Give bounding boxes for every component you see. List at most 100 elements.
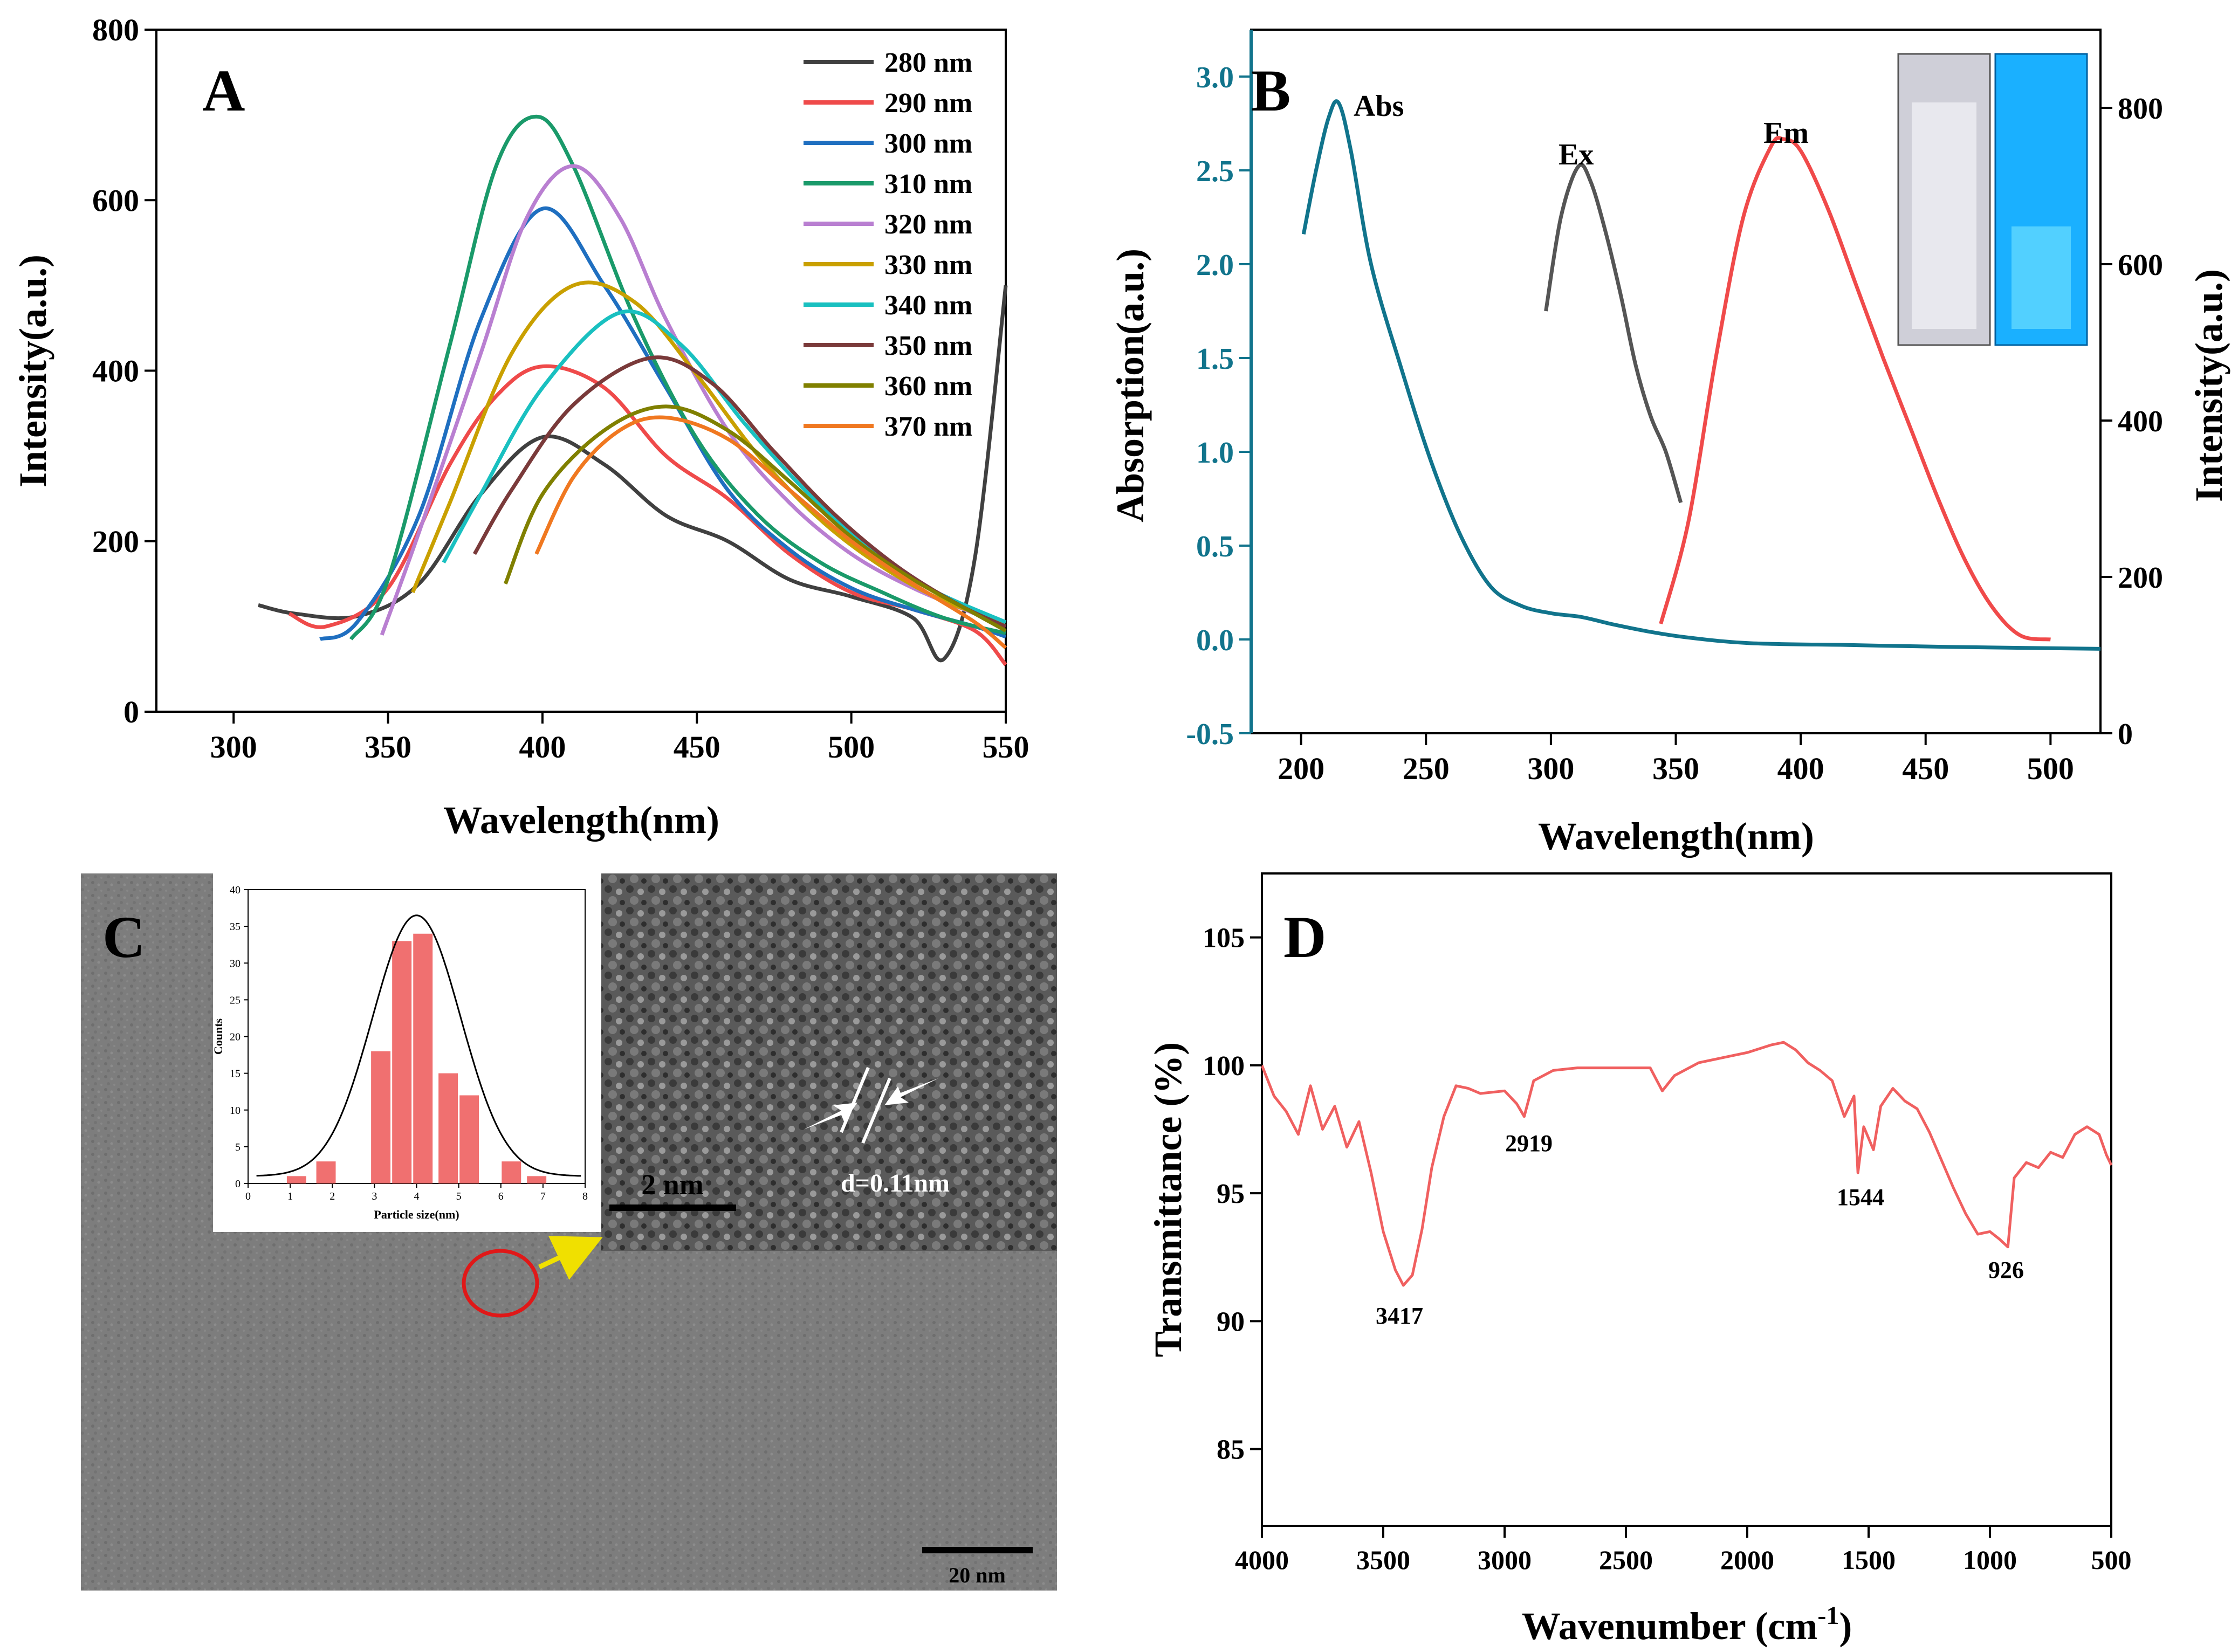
panel-a-series-4: [380, 164, 1007, 636]
histogram-bar: [286, 1176, 306, 1183]
panel-a-y-ticks: 0 200 400 600 800: [92, 12, 156, 729]
panel-d-x-tick-label: 2000: [1720, 1545, 1774, 1575]
panel-d-annot-926: 926: [1988, 1257, 2024, 1283]
panel-a-series-0: [258, 285, 1008, 663]
panel-d-frame: [1261, 872, 2112, 1527]
panel-a: 300 350 400 450 500 550 0 200 400 600 800 A Wavel…: [11, 12, 1029, 842]
panel-c-label: C: [102, 904, 145, 970]
panel-b-x-ticks: 200 250 300 350 400 450 500: [1278, 733, 2074, 786]
panel-d-series-ftir: [1260, 1041, 2113, 1287]
panel-a-y-tick-label: 200: [92, 524, 139, 559]
cuvette-photos: [1897, 53, 2088, 346]
cuvette-daylight-liquid: [1912, 102, 1976, 329]
histogram-x-tick-label: 3: [372, 1190, 377, 1202]
histogram-bar: [438, 1073, 458, 1183]
panel-a-x-tick-label: 450: [674, 729, 720, 765]
panel-d-x-tick-label: 1500: [1842, 1545, 1896, 1575]
panel-a-x-tick-label: 400: [519, 729, 566, 765]
panel-a-series-2: [319, 206, 1007, 641]
panel-b-y-left-tick-label: 0.0: [1196, 624, 1234, 657]
panel-d-y-tick-label: 105: [1203, 923, 1245, 954]
panel-a-legend-label-2: 300 nm: [884, 128, 972, 159]
panel-a-curves: [258, 114, 1008, 666]
panel-b-x-tick-label: 250: [1403, 751, 1450, 786]
panel-a-legend-label-5: 330 nm: [884, 250, 972, 280]
panel-a-legend-label-0: 280 nm: [884, 47, 972, 78]
panel-d-y-tick-label: 85: [1217, 1435, 1245, 1465]
panel-b-label: B: [1251, 58, 1290, 123]
d-spacing-label: d=0.11nm: [841, 1169, 950, 1197]
panel-a-x-tick-label: 350: [365, 729, 411, 765]
panel-a-y-tick-label: 400: [92, 354, 139, 389]
panel-a-x-label: Wavelength(nm): [443, 799, 719, 842]
histogram-fit-curve: [256, 914, 581, 1177]
panel-a-series-3: [349, 114, 1006, 641]
panel-d: 4000 3500 3000 2500 2000 1500 1000 500 85 90 95 10…: [1147, 872, 2132, 1648]
panel-b-y-left-tick-label: 2.0: [1196, 249, 1234, 282]
panel-d-x-label: Wavenumber (cm-1): [1522, 1601, 1852, 1648]
panel-d-x-tick-label: 500: [2091, 1545, 2132, 1575]
panel-a-legend-label-6: 340 nm: [884, 290, 972, 321]
histogram-bar: [459, 1095, 479, 1183]
panel-a-series-8: [503, 404, 1007, 632]
highlight-circle: [462, 1249, 539, 1318]
histogram-bar: [502, 1161, 521, 1183]
panel-a-x-tick-label: 500: [828, 729, 875, 765]
histogram-x-tick-label: 1: [287, 1190, 293, 1202]
panel-b-x-tick-label: 200: [1278, 751, 1324, 786]
panel-b-series-abs: [1301, 99, 2101, 651]
panel-b-y-left-tick-label: 2.5: [1196, 155, 1234, 188]
histogram-y-label: Counts: [211, 1018, 225, 1055]
panel-b-x-tick-label: 300: [1527, 751, 1574, 786]
panel-a-legend-label-4: 320 nm: [884, 209, 972, 240]
panel-a-y-tick-label: 800: [92, 12, 139, 47]
histogram-y-tick-label: 5: [235, 1141, 241, 1153]
histogram-x-tick-label: 0: [245, 1190, 251, 1202]
histogram: 0 1 2 3 4 5 6 7 8 0 5 10 15 20 25 30 35 40 Particle size(n…: [211, 884, 588, 1221]
panel-b-y-right-tick-label: 200: [2118, 561, 2163, 595]
panel-d-annot-3417: 3417: [1376, 1303, 1423, 1329]
histogram-x-tick-label: 8: [582, 1190, 588, 1202]
panel-d-x-tick-label: 3500: [1356, 1545, 1410, 1575]
panel-b-y-right-label: Intensity(a.u.): [2187, 269, 2230, 502]
lattice-line-1: [840, 1066, 870, 1133]
panel-d-annot-1544: 1544: [1837, 1184, 1884, 1210]
panel-b-x-tick-label: 400: [1777, 751, 1824, 786]
panel-a-y-tick-label: 0: [123, 694, 139, 729]
histogram-x-tick-label: 2: [329, 1190, 335, 1202]
lattice-line-2: [861, 1077, 891, 1144]
histogram-x-tick-label: 5: [456, 1190, 462, 1202]
panel-c: 0 1 2 3 4 5 6 7 8 0 5 10 15 20 25 30 35 40 Particle size(n…: [81, 873, 1057, 1591]
highlight-arrow: [538, 1236, 603, 1280]
histogram-x-tick-label: 7: [540, 1190, 546, 1202]
panel-a-legend-label-8: 360 nm: [884, 371, 972, 402]
panel-b-annot-ex: Ex: [1559, 138, 1594, 171]
panel-a-legend-label-1: 290 nm: [884, 88, 972, 119]
panel-b-y-right-tick-label: 0: [2118, 718, 2133, 751]
panel-b-y-left-tick-label: 1.5: [1196, 342, 1234, 376]
tem-scale-label: 20 nm: [949, 1563, 1006, 1587]
panel-a-legend-label-7: 350 nm: [884, 331, 972, 361]
panel-b-x-tick-label: 450: [1902, 751, 1949, 786]
panel-d-x-tick-label: 4000: [1235, 1545, 1289, 1575]
panel-d-x-tick-label: 3000: [1478, 1545, 1532, 1575]
panel-d-x-tick-label: 1000: [1963, 1545, 2017, 1575]
panel-a-series-5: [411, 280, 1007, 624]
panel-d-annot-2919: 2919: [1505, 1130, 1553, 1157]
panel-a-frame: [155, 29, 1007, 713]
panel-a-x-tick-label: 550: [983, 729, 1029, 765]
tem-hr-inset: [601, 873, 1057, 1251]
cuvette-uv-glow: [2012, 226, 2071, 329]
panel-b-y-left-label: Absorption(a.u.): [1109, 249, 1152, 522]
histogram-y-tick-label: 30: [230, 958, 241, 969]
panel-b-curves: [1301, 99, 2101, 651]
histogram-bar: [371, 1051, 391, 1183]
histogram-y-tick-label: 15: [230, 1068, 241, 1080]
histogram-y-tick-label: 0: [235, 1178, 241, 1190]
panel-b-series-em: [1659, 136, 2051, 642]
histogram-y-tick-label: 10: [230, 1105, 241, 1117]
histogram-bar: [316, 1161, 336, 1183]
panel-b-y-left-tick-label: 3.0: [1196, 61, 1234, 94]
panel-a-legend-label-9: 370 nm: [884, 411, 972, 442]
